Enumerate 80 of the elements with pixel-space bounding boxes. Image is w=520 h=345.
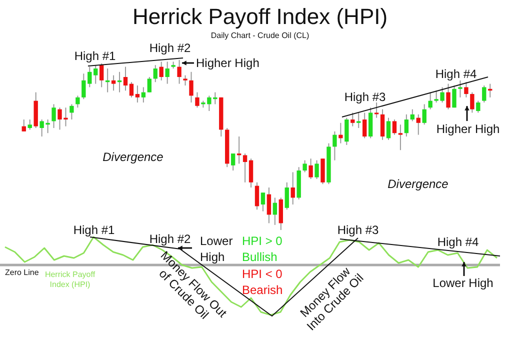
candlestick — [374, 102, 379, 118]
candlestick — [392, 119, 397, 136]
candlestick — [153, 64, 158, 83]
annotation: Lower High — [200, 234, 233, 264]
candlestick — [446, 83, 450, 110]
candlestick — [284, 182, 289, 210]
candlestick — [100, 62, 104, 88]
annotation: HPI < 0 — [242, 267, 283, 281]
ref-line-label: Zero Line — [5, 268, 40, 277]
annotation: High #4 — [437, 235, 479, 249]
candlestick — [266, 187, 272, 224]
candlestick — [111, 74, 116, 92]
candlestick — [338, 122, 343, 144]
candlestick — [189, 71, 194, 103]
chart-title: Herrick Payoff Index (HPI) — [132, 4, 388, 29]
candlestick — [476, 100, 480, 114]
candlestick — [231, 153, 236, 171]
annotation: Divergence — [102, 150, 164, 164]
candlestick — [344, 117, 349, 146]
annotation: Higher High — [196, 56, 260, 70]
candlestick — [195, 92, 200, 108]
candlestick — [410, 108, 414, 122]
candlestick — [458, 80, 462, 98]
candlestick — [362, 112, 367, 139]
annotation: High #4 — [435, 67, 477, 81]
annotation: High #3 — [337, 223, 379, 237]
candlestick — [76, 95, 80, 108]
candlestick — [368, 107, 373, 139]
candlestick — [272, 197, 278, 226]
candlestick — [386, 117, 391, 140]
candlestick — [129, 82, 134, 98]
text: High #2 — [149, 41, 191, 55]
candlestick — [380, 108, 385, 140]
annotation: Bullish — [242, 250, 278, 264]
annotation: Lower High — [432, 276, 494, 290]
chart-subtitle: Daily Chart - Crude Oil (CL) — [210, 31, 310, 40]
candlestick — [28, 119, 32, 130]
candlestick — [302, 160, 307, 173]
candlestick — [254, 182, 260, 210]
candlestick — [314, 160, 319, 180]
candlestick — [141, 86, 146, 103]
candlestick — [159, 61, 164, 81]
candlestick — [260, 192, 266, 212]
candlestick — [428, 92, 432, 110]
candlestick — [147, 76, 152, 93]
candlestick — [452, 85, 456, 108]
candlestick — [22, 119, 26, 132]
candlestick — [404, 114, 409, 137]
candlestick — [398, 124, 403, 151]
annotation: High #2 — [149, 232, 191, 246]
candlestick — [470, 92, 474, 114]
candlestick — [52, 104, 56, 128]
annotation: Divergence — [388, 177, 449, 191]
annotation: High #3 — [344, 90, 386, 104]
annotation: High #1 — [74, 49, 116, 63]
candlestick — [135, 85, 140, 103]
annotation: Higher High — [436, 122, 500, 136]
candlestick — [308, 158, 313, 180]
annotation: HPI > 0 — [242, 234, 283, 248]
candlestick — [123, 66, 128, 92]
candlestick — [350, 112, 355, 127]
candlestick — [332, 130, 337, 161]
candlestick — [482, 85, 486, 103]
candlestick — [242, 153, 248, 183]
candlestick — [320, 158, 325, 185]
series-label: Herrick Payoff Index (HPI) — [44, 270, 96, 289]
candlestick — [70, 104, 74, 120]
annotation: High #1 — [73, 223, 115, 237]
candlestick — [278, 197, 283, 230]
candlestick — [356, 112, 361, 128]
candlestick — [165, 61, 170, 84]
candlestick — [416, 114, 420, 136]
candlestick — [290, 172, 295, 205]
candlestick — [94, 64, 98, 84]
candlestick — [177, 60, 182, 84]
candlestick — [464, 82, 468, 98]
candlestick — [183, 74, 188, 86]
candlestick — [248, 158, 254, 188]
candlestick — [422, 104, 426, 126]
annotation: Bearish — [242, 283, 283, 297]
